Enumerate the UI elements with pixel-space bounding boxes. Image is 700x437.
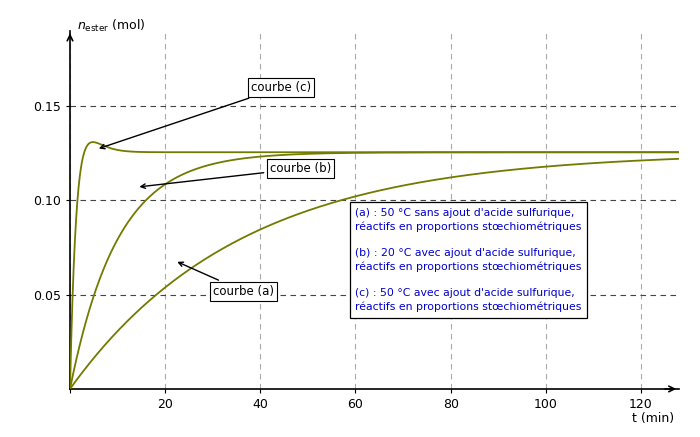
Text: t (min): t (min): [632, 412, 674, 425]
Text: $n_{\mathrm{ester}}$ (mol): $n_{\mathrm{ester}}$ (mol): [77, 18, 146, 35]
Text: courbe (a): courbe (a): [178, 262, 274, 298]
Text: courbe (c): courbe (c): [100, 81, 311, 149]
Text: courbe (b): courbe (b): [141, 162, 331, 188]
Text: (a) : 50 °C sans ajout d'acide sulfurique,
réactifs en proportions stœchiométriq: (a) : 50 °C sans ajout d'acide sulfuriqu…: [356, 208, 582, 312]
